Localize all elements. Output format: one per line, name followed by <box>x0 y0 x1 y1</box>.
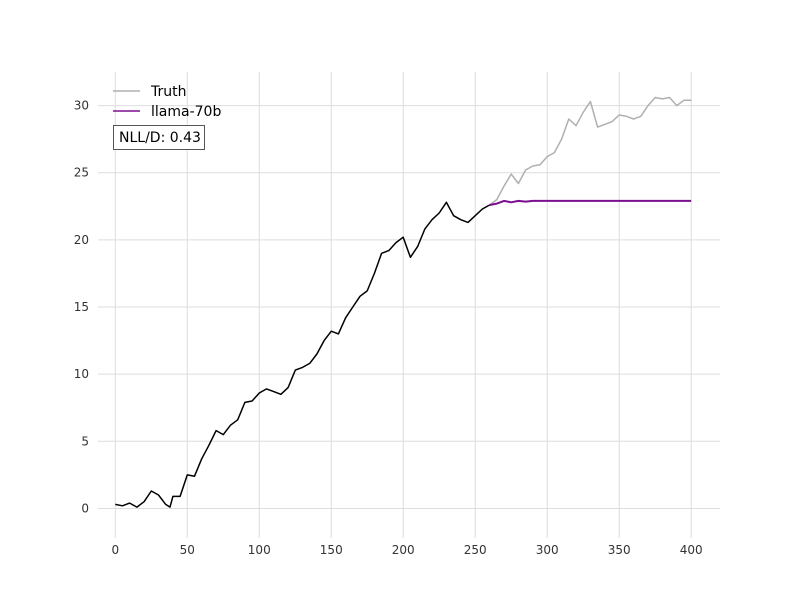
y-tick-label-0: 0 <box>81 501 89 515</box>
x-tick-label-150: 150 <box>320 543 343 557</box>
y-tick-label-20: 20 <box>74 233 89 247</box>
y-tick-label-5: 5 <box>81 434 89 448</box>
grid <box>98 72 720 538</box>
nll-annotation-text: NLL/D: 0.43 <box>119 130 201 146</box>
x-tick-label-50: 50 <box>180 543 195 557</box>
x-axis: 0 50 100 150 200 250 300 350 400 <box>111 543 702 557</box>
nll-annotation: NLL/D: 0.43 <box>113 125 205 150</box>
truth-series-line <box>489 96 692 206</box>
llama-70b-series-line <box>489 199 692 206</box>
legend: Truth llama-70b <box>113 84 221 120</box>
y-axis: 0 5 10 15 20 25 30 <box>74 99 89 516</box>
nll-annotation-box <box>113 125 205 150</box>
x-tick-label-100: 100 <box>248 543 271 557</box>
x-tick-label-350: 350 <box>608 543 631 557</box>
x-tick-label-250: 250 <box>464 543 487 557</box>
x-tick-label-300: 300 <box>536 543 559 557</box>
legend-llama-label: llama-70b <box>151 104 221 120</box>
plot-lines <box>115 96 692 508</box>
y-tick-label-15: 15 <box>74 300 89 314</box>
y-tick-label-10: 10 <box>74 367 89 381</box>
y-tick-label-30: 30 <box>74 99 89 113</box>
x-tick-label-0: 0 <box>111 543 119 557</box>
y-tick-label-25: 25 <box>74 166 89 180</box>
history-series-line <box>115 201 490 508</box>
x-tick-label-400: 400 <box>680 543 703 557</box>
legend-truth-label: Truth <box>150 84 187 100</box>
x-tick-label-200: 200 <box>392 543 415 557</box>
